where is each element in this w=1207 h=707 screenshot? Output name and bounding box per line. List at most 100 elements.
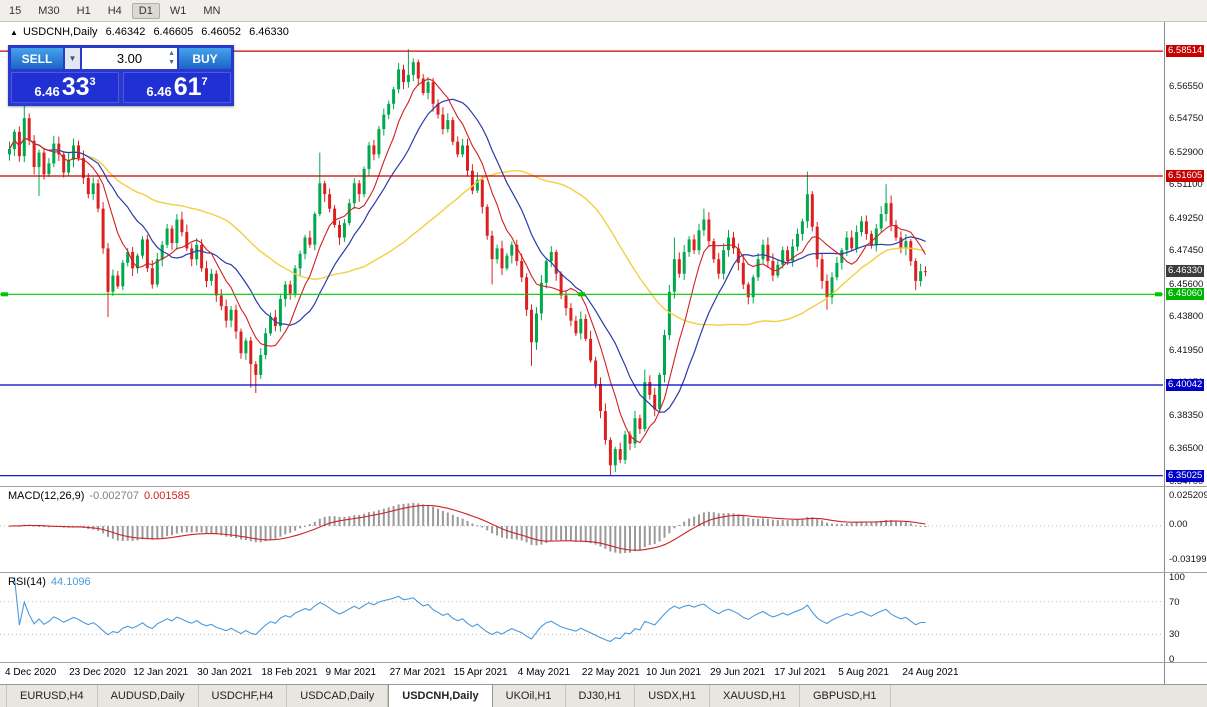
price-badge-6.35025: 6.35025 [1166, 469, 1205, 482]
lot-decrease-button[interactable]: ▼ [168, 59, 175, 66]
ohlc-high: 6.46605 [153, 26, 194, 38]
price-scale-label: 6.54750 [1169, 113, 1204, 125]
time-axis-label: 24 Aug 2021 [902, 667, 959, 678]
ask-price-display[interactable]: 6.46 61 7 [123, 72, 231, 103]
time-axis-label: 22 May 2021 [581, 667, 640, 678]
bid-price-small: 6.46 [34, 84, 60, 99]
hline-handle[interactable] [578, 292, 585, 297]
lot-size-input[interactable]: 3.00 ▲ ▼ [82, 48, 177, 69]
macd-signal-value: 0.001585 [143, 490, 190, 502]
timeframe-button-w1[interactable]: W1 [169, 4, 187, 17]
ask-price-small: 6.46 [146, 84, 172, 99]
rsi-scale-label: 100 [1169, 572, 1185, 583]
chart-tab-usdx-h1[interactable]: USDX,H1 [635, 685, 710, 707]
rsi-scale-label: 0 [1169, 654, 1175, 665]
rsi-scale-label: 70 [1169, 596, 1180, 608]
chart-tab-usdcad-daily[interactable]: USDCAD,Daily [287, 685, 389, 707]
price-badge-6.46330: 6.46330 [1166, 265, 1205, 278]
macd-scale-label: 0.00 [1169, 519, 1188, 530]
ask-price-big: 61 [173, 73, 202, 101]
chart-tab-audusd-daily[interactable]: AUDUSD,Daily [97, 685, 199, 707]
chart-title: ▲ USDCNH,Daily 6.46342 6.46605 6.46052 6… [10, 26, 294, 38]
timeframe-button-h1[interactable]: H1 [76, 4, 91, 17]
timeframe-button-d1[interactable]: D1 [131, 2, 160, 19]
price-badge-6.40042: 6.40042 [1166, 378, 1205, 391]
time-axis-label: 18 Feb 2021 [261, 667, 318, 678]
price-scale-label: 6.41950 [1169, 344, 1204, 356]
chart-tab-gbpusd-h1[interactable]: GBPUSD,H1 [799, 685, 891, 707]
macd-label-text: MACD(12,26,9) [8, 490, 85, 502]
pane-separator[interactable] [0, 572, 1207, 573]
chart-symbol-label: USDCNH,Daily [22, 26, 98, 38]
bid-price-big: 33 [61, 73, 90, 101]
buy-button[interactable]: BUY [179, 48, 231, 69]
time-axis-label: 30 Jan 2021 [197, 667, 253, 678]
timeframe-button-mn[interactable]: MN [203, 4, 221, 17]
one-click-toggle-icon[interactable]: ▲ [10, 28, 18, 37]
price-scale-label: 6.43800 [1169, 311, 1204, 323]
time-axis-label: 23 Dec 2020 [69, 667, 126, 678]
ohlc-close: 6.46330 [249, 26, 289, 38]
chart-tab-bar: EURUSD,H4 AUDUSD,Daily USDCHF,H4 USDCAD,Dai… [0, 684, 1207, 707]
price-scale-label: 6.51100 [1169, 179, 1203, 191]
sell-button[interactable]: SELL [11, 48, 63, 69]
price-scale-label: 6.52900 [1169, 146, 1204, 158]
time-axis[interactable]: 4 Dec 2020 23 Dec 2020 12 Jan 2021 30 Jan 2… [0, 663, 1164, 684]
price-axis[interactable]: 6.56550 6.54750 6.52900 6.51100 6.49250 6.474… [1164, 22, 1207, 684]
chart-tab-eurusd-h4[interactable]: EURUSD,H4 [6, 685, 98, 707]
lot-dropdown-button[interactable]: ▼ [65, 48, 80, 69]
ma-fast-line [9, 78, 926, 444]
timeframe-button-h4[interactable]: H4 [107, 4, 122, 17]
rsi-line [13, 576, 926, 643]
timeframe-button-15[interactable]: 15 [9, 4, 22, 17]
price-scale-label: 6.36500 [1169, 443, 1204, 455]
time-axis-label: 10 Jun 2021 [646, 667, 702, 678]
macd-scale-label: 0.025209 [1169, 490, 1207, 501]
lot-size-value: 3.00 [116, 51, 143, 66]
chart-tab-usdchf-h4[interactable]: USDCHF,H4 [198, 685, 288, 707]
price-scale-label: 6.49250 [1169, 212, 1204, 224]
time-axis-label: 12 Jan 2021 [133, 667, 189, 678]
chart-tab-ukoil-h1[interactable]: UKOil,H1 [492, 685, 566, 707]
rsi-scale-label: 30 [1169, 629, 1180, 641]
rsi-indicator-label: RSI(14) 44.1096 [8, 576, 96, 588]
time-axis-label: 29 Jun 2021 [710, 667, 766, 678]
chart-canvas[interactable] [0, 0, 1163, 684]
price-scale-label: 6.47450 [1169, 245, 1204, 257]
time-axis-label: 17 Jul 2021 [774, 667, 826, 678]
chevron-down-icon: ▼ [68, 54, 77, 63]
chart-tab-xauusd-h1[interactable]: XAUUSD,H1 [709, 685, 800, 707]
time-axis-label: 4 Dec 2020 [5, 667, 57, 678]
time-axis-label: 4 May 2021 [517, 667, 571, 678]
time-axis-label: 9 Mar 2021 [325, 667, 377, 678]
price-scale-label: 6.38350 [1169, 409, 1204, 421]
chart-tab-usdcnh-daily[interactable]: USDCNH,Daily [388, 685, 493, 707]
bid-price-sup: 3 [89, 76, 96, 88]
price-badge-6.45060: 6.45060 [1166, 288, 1205, 301]
bid-price-display[interactable]: 6.46 33 3 [11, 72, 119, 103]
timeframe-button-m30[interactable]: M30 [38, 4, 60, 17]
macd-signal-line [9, 504, 926, 551]
ohlc-open: 6.46342 [105, 26, 146, 38]
time-axis-label: 27 Mar 2021 [389, 667, 446, 678]
hline-handle[interactable] [1, 292, 8, 297]
time-axis-label: 5 Aug 2021 [838, 667, 889, 678]
price-scale-label: 6.56550 [1169, 80, 1204, 92]
timeframe-toolbar: 15 M30 H1 H4 D1 W1 MN [0, 0, 1207, 22]
macd-indicator-label: MACD(12,26,9) -0.002707 0.001585 [8, 490, 195, 502]
pane-separator[interactable] [0, 486, 1207, 487]
macd-main-value: -0.002707 [89, 490, 139, 502]
hline-handle[interactable] [1155, 292, 1162, 297]
price-badge-6.51605: 6.51605 [1166, 169, 1205, 182]
one-click-trading-panel: SELL ▼ 3.00 ▲ ▼ BUY 6.46 33 3 6.46 61 7 [8, 45, 234, 106]
price-badge-6.58514: 6.58514 [1166, 45, 1205, 58]
price-scale-label: 6.45600 [1169, 278, 1204, 290]
chart-tab-dj30-h1[interactable]: DJ30,H1 [565, 685, 636, 707]
rsi-value: 44.1096 [50, 576, 91, 588]
lot-increase-button[interactable]: ▲ [168, 50, 175, 57]
ask-price-sup: 7 [201, 76, 208, 88]
macd-histogram [8, 502, 927, 554]
pane-separator[interactable] [0, 662, 1207, 663]
